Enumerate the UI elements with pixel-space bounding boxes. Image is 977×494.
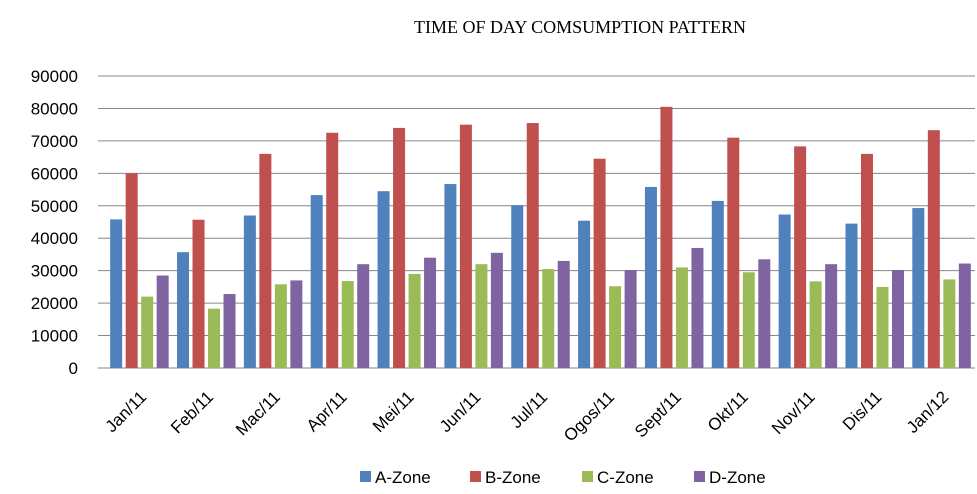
bar: [675, 267, 688, 368]
bar: [825, 264, 838, 368]
y-tick-label: 30000: [31, 262, 78, 281]
bar: [526, 123, 539, 369]
bar: [377, 191, 390, 368]
bar: [660, 106, 673, 369]
bar: [424, 257, 437, 368]
bar: [156, 275, 169, 368]
bar: [408, 273, 421, 368]
y-tick-label: 20000: [31, 294, 78, 313]
bar: [557, 260, 570, 368]
x-tick-label: Jun/11: [436, 387, 485, 436]
bar: [927, 130, 940, 368]
x-tick-label: Apr/11: [303, 387, 351, 435]
x-tick-label: Mei/11: [369, 387, 418, 436]
bar: [727, 137, 740, 368]
bar: [310, 195, 323, 368]
bar: [860, 153, 873, 368]
legend-swatch: [694, 471, 705, 482]
bar: [274, 284, 287, 368]
legend-label: B-Zone: [485, 468, 541, 487]
bar: [794, 146, 807, 368]
bar: [876, 286, 889, 368]
y-tick-label: 80000: [31, 99, 78, 118]
bar: [593, 158, 606, 368]
bar: [243, 215, 256, 368]
x-tick-label: Jan/11: [102, 387, 151, 436]
bar: [845, 223, 858, 368]
bar: [778, 214, 791, 368]
bar: [609, 286, 622, 368]
x-tick-label: Feb/11: [167, 387, 217, 437]
bar: [490, 252, 503, 368]
x-tick-label: Sept/11: [631, 387, 685, 441]
x-tick-label: Dis/11: [839, 387, 886, 434]
x-tick-label: Nov/11: [768, 387, 819, 438]
bar: [110, 219, 123, 368]
y-tick-label: 10000: [31, 327, 78, 346]
legend-label: D-Zone: [709, 468, 766, 487]
bar: [357, 264, 370, 368]
bar: [290, 280, 303, 368]
bar: [644, 186, 657, 368]
y-tick-label: 90000: [31, 67, 78, 86]
x-tick-label: Jan/12: [903, 387, 953, 437]
bar: [259, 153, 272, 368]
bar: [711, 200, 724, 368]
legend-swatch: [470, 471, 481, 482]
bar: [958, 263, 971, 368]
y-tick-label: 50000: [31, 197, 78, 216]
y-tick-label: 60000: [31, 164, 78, 183]
bar: [341, 281, 354, 368]
bar: [141, 296, 154, 368]
chart-title: TIME OF DAY COMSUMPTION PATTERN: [414, 17, 746, 37]
bar: [223, 294, 236, 368]
bar: [459, 124, 472, 369]
x-tick-label: Jul/11: [507, 387, 552, 432]
bar: [912, 208, 925, 368]
bar: [192, 219, 205, 368]
y-tick-label: 70000: [31, 132, 78, 151]
x-tick-label: Okt/11: [704, 387, 752, 435]
bar: [891, 270, 904, 368]
y-tick-label: 0: [69, 359, 78, 378]
legend-swatch: [360, 471, 371, 482]
bar: [578, 220, 591, 368]
bar: [208, 308, 221, 368]
bar: [691, 247, 704, 368]
bar: [393, 127, 406, 369]
y-tick-label: 40000: [31, 229, 78, 248]
bar: [511, 205, 524, 368]
bar: [943, 279, 956, 368]
bar: [624, 270, 637, 368]
legend-label: A-Zone: [375, 468, 431, 487]
bar: [758, 259, 771, 368]
bar: [177, 252, 190, 368]
bar: [326, 132, 339, 368]
bar: [475, 264, 488, 368]
bar: [125, 173, 138, 368]
x-tick-label: Mac/11: [232, 387, 284, 439]
bar: [809, 281, 822, 368]
bar: [542, 269, 555, 368]
legend-label: C-Zone: [597, 468, 654, 487]
bar: [742, 272, 755, 368]
x-tick-label: Ogos/11: [560, 387, 618, 445]
bar: [444, 184, 457, 368]
legend-swatch: [582, 471, 593, 482]
